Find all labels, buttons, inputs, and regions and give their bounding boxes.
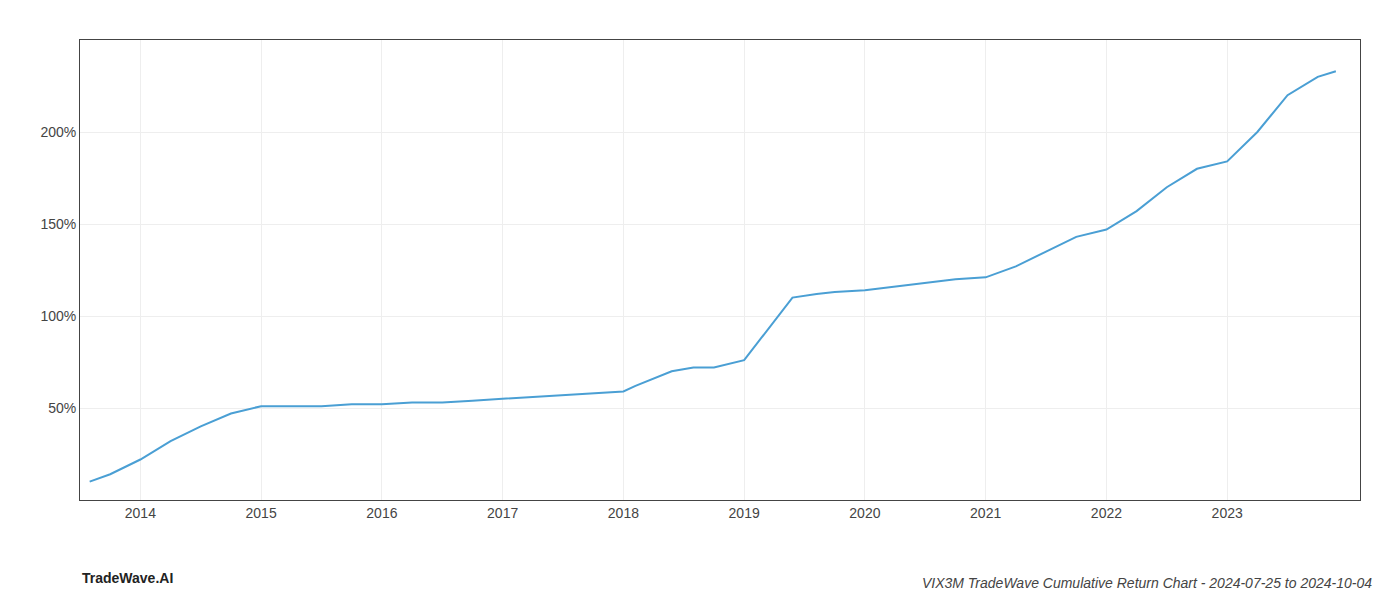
svg-text:2014: 2014 <box>125 505 156 521</box>
svg-text:200%: 200% <box>40 124 76 140</box>
svg-text:2016: 2016 <box>366 505 397 521</box>
svg-text:100%: 100% <box>40 308 76 324</box>
svg-text:VIX3M TradeWave Cumulative Ret: VIX3M TradeWave Cumulative Return Chart … <box>922 575 1372 591</box>
svg-text:2018: 2018 <box>608 505 639 521</box>
svg-text:2021: 2021 <box>970 505 1001 521</box>
svg-text:2023: 2023 <box>1212 505 1243 521</box>
svg-text:TradeWave.AI: TradeWave.AI <box>82 570 173 586</box>
svg-text:50%: 50% <box>48 400 76 416</box>
svg-text:150%: 150% <box>40 216 76 232</box>
svg-text:2022: 2022 <box>1091 505 1122 521</box>
svg-text:2017: 2017 <box>487 505 518 521</box>
svg-text:2020: 2020 <box>849 505 880 521</box>
svg-text:2015: 2015 <box>246 505 277 521</box>
svg-text:2019: 2019 <box>729 505 760 521</box>
